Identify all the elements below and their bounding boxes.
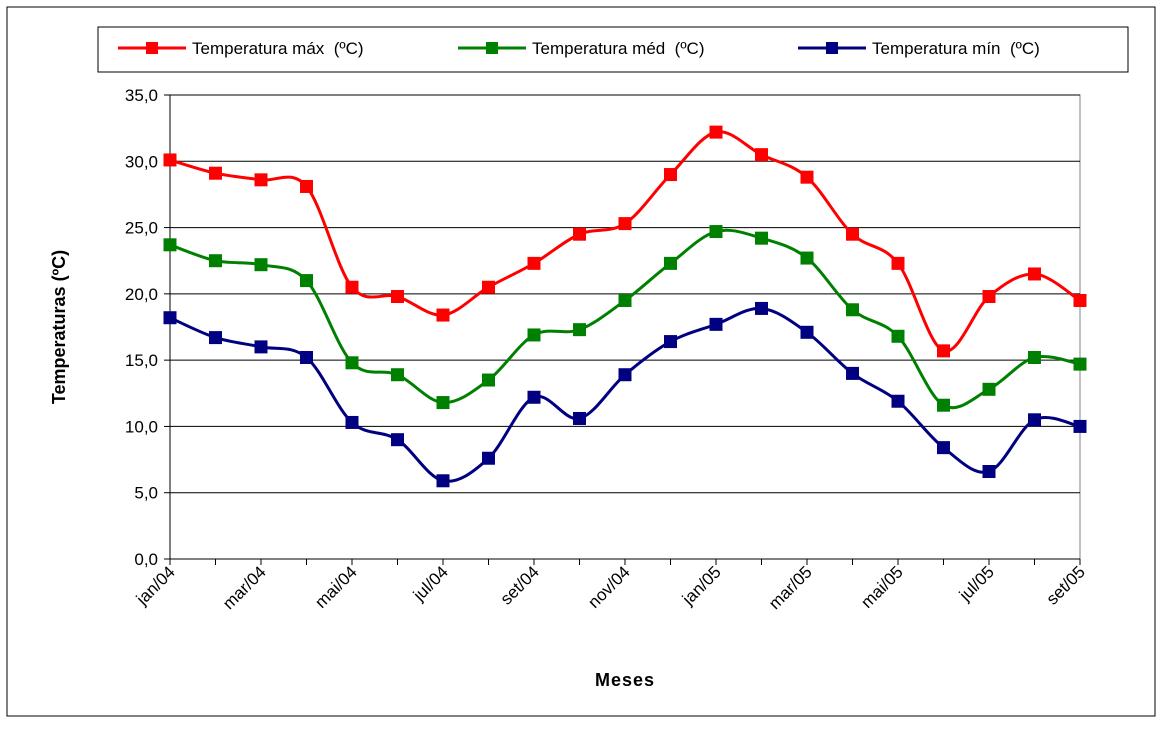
y-tick-label: 30,0 bbox=[125, 152, 158, 171]
marker bbox=[937, 344, 950, 358]
marker bbox=[254, 258, 268, 272]
marker bbox=[436, 396, 450, 410]
marker bbox=[573, 227, 586, 241]
marker bbox=[982, 382, 996, 396]
y-tick-label: 20,0 bbox=[125, 285, 158, 304]
marker bbox=[209, 331, 222, 345]
marker bbox=[709, 225, 723, 239]
marker bbox=[618, 217, 632, 231]
marker bbox=[846, 303, 859, 317]
marker bbox=[846, 227, 859, 241]
marker bbox=[755, 231, 768, 245]
marker bbox=[618, 293, 632, 307]
marker bbox=[755, 148, 768, 162]
marker bbox=[254, 173, 268, 187]
y-tick-label: 10,0 bbox=[125, 417, 158, 436]
marker bbox=[391, 368, 404, 382]
marker bbox=[891, 329, 905, 343]
series-line bbox=[169, 130, 1081, 353]
y-tick-label: 25,0 bbox=[125, 219, 158, 238]
marker bbox=[482, 451, 495, 465]
y-tick-label: 5,0 bbox=[134, 484, 158, 503]
marker bbox=[709, 317, 723, 331]
y-axis-title: Temperaturas (ºC) bbox=[49, 250, 69, 404]
legend-marker bbox=[826, 42, 838, 54]
marker bbox=[391, 433, 404, 447]
marker bbox=[345, 280, 359, 294]
marker bbox=[1028, 267, 1041, 281]
legend-marker bbox=[146, 42, 158, 54]
marker bbox=[527, 390, 541, 404]
marker bbox=[1028, 413, 1041, 427]
y-tick-label: 0,0 bbox=[134, 550, 158, 569]
marker bbox=[209, 254, 222, 268]
marker bbox=[482, 280, 495, 294]
y-tick-label: 35,0 bbox=[125, 86, 158, 105]
marker bbox=[527, 328, 541, 342]
y-tick-label: 15,0 bbox=[125, 351, 158, 370]
marker bbox=[391, 290, 404, 304]
marker bbox=[163, 153, 177, 167]
marker bbox=[709, 125, 723, 139]
marker bbox=[163, 311, 177, 325]
x-axis-title: Meses bbox=[595, 670, 655, 690]
marker bbox=[300, 350, 313, 364]
marker bbox=[300, 179, 313, 193]
marker bbox=[1028, 350, 1041, 364]
marker bbox=[345, 356, 359, 370]
marker bbox=[891, 256, 905, 270]
plot-area bbox=[169, 94, 1081, 560]
marker bbox=[846, 366, 859, 380]
marker bbox=[982, 290, 996, 304]
marker bbox=[800, 251, 814, 265]
marker bbox=[982, 465, 996, 479]
marker bbox=[800, 170, 814, 184]
marker bbox=[800, 325, 814, 339]
legend-box bbox=[97, 26, 1129, 73]
marker bbox=[573, 323, 586, 337]
marker bbox=[345, 415, 359, 429]
marker bbox=[573, 411, 586, 425]
marker bbox=[1073, 357, 1087, 371]
marker bbox=[1073, 419, 1087, 433]
marker bbox=[527, 256, 541, 270]
marker bbox=[254, 340, 268, 354]
marker bbox=[755, 301, 768, 315]
marker bbox=[1073, 293, 1087, 307]
marker bbox=[209, 166, 222, 180]
legend-marker bbox=[486, 42, 498, 54]
marker bbox=[436, 474, 450, 488]
legend-label: Temperatura mín (ºC) bbox=[872, 39, 1040, 58]
marker bbox=[482, 373, 495, 387]
marker bbox=[891, 394, 905, 408]
marker bbox=[664, 168, 677, 182]
marker bbox=[300, 274, 313, 288]
legend-label: Temperatura máx (ºC) bbox=[192, 39, 364, 58]
marker bbox=[618, 368, 632, 382]
marker bbox=[436, 308, 450, 322]
marker bbox=[664, 335, 677, 349]
marker bbox=[163, 238, 177, 252]
marker bbox=[664, 256, 677, 270]
marker bbox=[937, 398, 950, 412]
legend-label: Temperatura méd (ºC) bbox=[532, 39, 704, 58]
marker bbox=[937, 441, 950, 455]
